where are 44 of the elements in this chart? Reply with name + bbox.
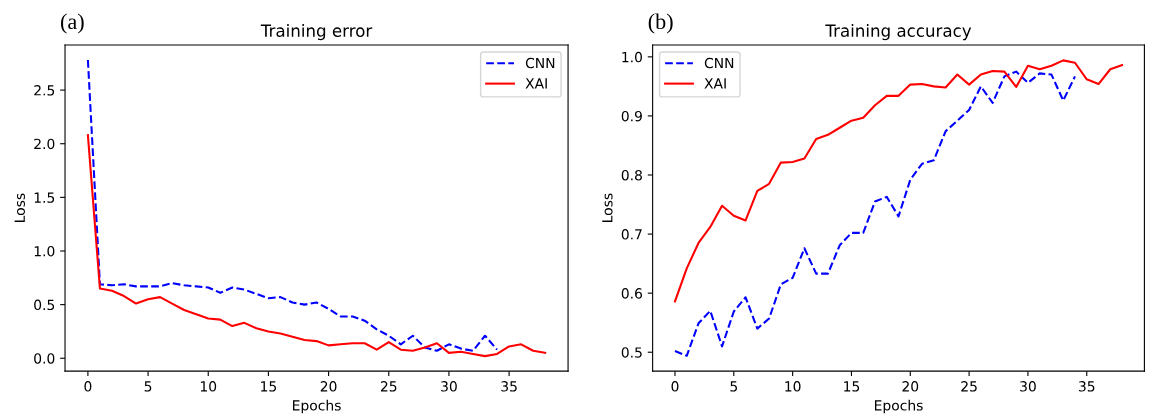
- legend-label: CNN: [704, 57, 734, 69]
- x-axis-title: Epochs: [293, 399, 341, 414]
- legend-label: XAI: [525, 78, 547, 89]
- x-tick-label: 25: [961, 381, 977, 392]
- line-series: [86, 134, 547, 358]
- y-axis-title: Loss: [14, 193, 25, 222]
- y-tick-label: 0.8: [621, 169, 642, 181]
- x-tick-label: 20: [320, 381, 337, 392]
- x-tick-label: 15: [261, 381, 277, 392]
- y-tick-label: 0.7: [621, 229, 642, 240]
- chart-title: Training accuracy: [825, 24, 972, 41]
- y-tick-label: 2.5: [34, 85, 55, 96]
- x-tick-label: 25: [380, 381, 397, 392]
- x-tick-label: 10: [200, 381, 217, 392]
- x-tick-label: 0: [671, 381, 679, 392]
- y-tick-label: 1.0: [34, 245, 55, 257]
- x-axis-title: Epochs: [875, 399, 923, 414]
- y-tick-label: 1.0: [622, 51, 642, 63]
- legend-label: XAI: [704, 78, 726, 89]
- y-tick-label: 0.5: [621, 347, 642, 358]
- y-tick-label: 0.5: [34, 299, 55, 311]
- legend-label: CNN: [525, 57, 555, 69]
- chart-title: Training error: [260, 24, 373, 41]
- text: (b): [648, 13, 673, 34]
- line-series: [673, 70, 1077, 357]
- x-tick-label: 30: [441, 381, 457, 392]
- x-tick-label: 5: [730, 381, 738, 392]
- line-series: [86, 59, 499, 352]
- x-tick-label: 35: [501, 381, 517, 392]
- x-tick-label: 10: [785, 381, 801, 392]
- x-tick-label: 5: [144, 381, 152, 392]
- y-tick-label: 2.0: [34, 138, 55, 150]
- x-tick-label: 30: [1020, 381, 1036, 392]
- y-tick-label: 0.0: [34, 353, 55, 364]
- line-series: [673, 59, 1124, 303]
- x-tick-label: 0: [84, 381, 92, 392]
- y-tick-label: 1.5: [34, 192, 55, 203]
- y-axis-title: Loss: [602, 193, 613, 222]
- text: (a): [60, 13, 84, 34]
- y-tick-label: 0.9: [621, 110, 642, 122]
- x-tick-label: 15: [844, 381, 860, 392]
- y-tick-label: 0.6: [621, 288, 643, 299]
- x-tick-label: 35: [1078, 381, 1095, 392]
- x-tick-label: 20: [902, 381, 919, 392]
